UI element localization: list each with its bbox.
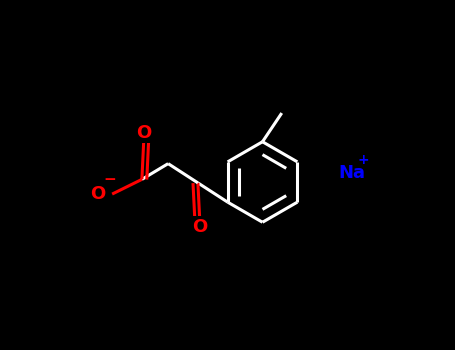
- Text: Na: Na: [338, 164, 365, 182]
- Text: O: O: [91, 185, 106, 203]
- Text: O: O: [192, 218, 207, 236]
- Text: −: −: [103, 172, 116, 187]
- Text: O: O: [136, 124, 151, 142]
- Text: +: +: [358, 153, 369, 167]
